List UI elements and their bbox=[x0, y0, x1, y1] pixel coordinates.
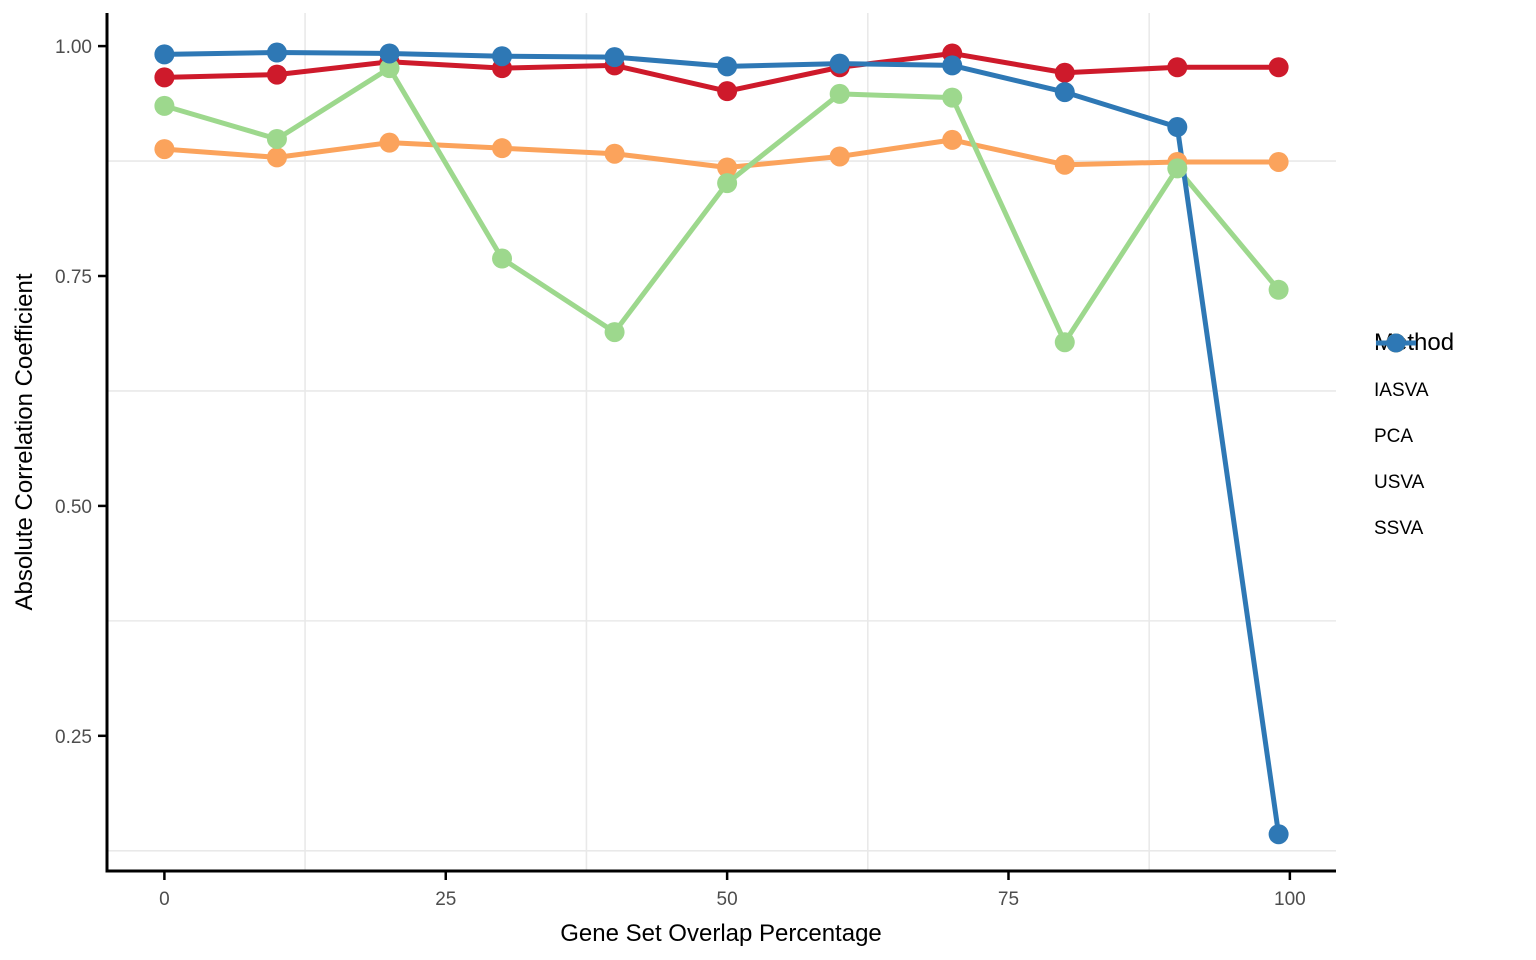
data-point-SSVA bbox=[829, 53, 850, 74]
legend-item-USVA: USVA bbox=[1374, 333, 1454, 497]
data-point-SSVA bbox=[379, 43, 400, 64]
data-point-PCA bbox=[1054, 154, 1075, 175]
data-point-IASVA bbox=[1054, 62, 1075, 83]
data-point-IASVA bbox=[266, 64, 287, 85]
legend-label: IASVA bbox=[1374, 380, 1429, 401]
data-point-USVA bbox=[379, 58, 400, 79]
legend-item-IASVA: IASVA bbox=[1374, 333, 1454, 405]
x-tick-label: 0 bbox=[159, 889, 170, 910]
data-point-USVA bbox=[266, 128, 287, 149]
data-point-IASVA bbox=[154, 67, 175, 88]
legend-item-SSVA: SSVA bbox=[1374, 333, 1454, 543]
data-point-USVA bbox=[717, 173, 738, 194]
legend-label: USVA bbox=[1374, 472, 1425, 493]
x-tick-label: 75 bbox=[998, 889, 1019, 910]
data-point-PCA bbox=[1268, 151, 1289, 172]
x-tick-label: 25 bbox=[435, 889, 456, 910]
data-point-USVA bbox=[154, 95, 175, 116]
data-point-SSVA bbox=[717, 56, 738, 77]
series-line-USVA bbox=[161, 65, 1282, 345]
data-point-SSVA bbox=[604, 47, 625, 68]
legend-item-PCA: PCA bbox=[1374, 333, 1454, 451]
legend-items: IASVA PCA USVA SSVA bbox=[1374, 333, 1454, 543]
x-tick-label: 100 bbox=[1274, 889, 1306, 910]
data-point-PCA bbox=[379, 132, 400, 153]
data-point-USVA bbox=[1054, 332, 1075, 353]
data-point-PCA bbox=[829, 146, 850, 167]
legend-key-dot bbox=[1386, 333, 1406, 353]
data-point-SSVA bbox=[266, 42, 287, 63]
data-point-PCA bbox=[154, 139, 175, 160]
y-axis-title: Absolute Correlation Coefficient bbox=[11, 273, 38, 610]
data-point-USVA bbox=[492, 248, 513, 269]
data-point-SSVA bbox=[1167, 117, 1188, 138]
data-point-USVA bbox=[942, 87, 963, 108]
axes bbox=[98, 13, 1336, 880]
data-point-PCA bbox=[942, 129, 963, 150]
gridlines bbox=[107, 13, 1336, 871]
legend: Method IASVA PCA USVA SSVA bbox=[1374, 329, 1454, 543]
series-points bbox=[154, 42, 1289, 845]
y-tick-label: 0.25 bbox=[55, 727, 92, 748]
data-point-IASVA bbox=[1167, 57, 1188, 78]
legend-label: SSVA bbox=[1374, 518, 1424, 539]
tick-labels: 0.25 0.50 0.75 1.00 0 25 50 75 100 bbox=[55, 37, 1306, 910]
data-point-PCA bbox=[717, 157, 738, 178]
data-point-SSVA bbox=[1268, 824, 1289, 845]
x-axis-title: Gene Set Overlap Percentage bbox=[560, 920, 882, 947]
data-point-USVA bbox=[1268, 279, 1289, 300]
data-point-IASVA bbox=[717, 81, 738, 102]
y-tick-label: 1.00 bbox=[55, 37, 92, 58]
data-point-SSVA bbox=[942, 55, 963, 76]
x-tick-label: 50 bbox=[717, 889, 738, 910]
data-point-SSVA bbox=[492, 46, 513, 67]
y-tick-label: 0.75 bbox=[55, 267, 92, 288]
y-tick-label: 0.50 bbox=[55, 497, 92, 518]
data-point-USVA bbox=[829, 83, 850, 104]
data-point-SSVA bbox=[1054, 82, 1075, 103]
data-point-IASVA bbox=[1268, 57, 1289, 78]
data-point-PCA bbox=[266, 147, 287, 168]
data-point-USVA bbox=[1167, 158, 1188, 179]
data-point-PCA bbox=[492, 138, 513, 159]
data-point-PCA bbox=[604, 143, 625, 164]
legend-key-SSVA bbox=[1376, 333, 1416, 353]
data-point-SSVA bbox=[154, 44, 175, 65]
data-point-USVA bbox=[604, 322, 625, 343]
legend-label: PCA bbox=[1374, 426, 1414, 447]
